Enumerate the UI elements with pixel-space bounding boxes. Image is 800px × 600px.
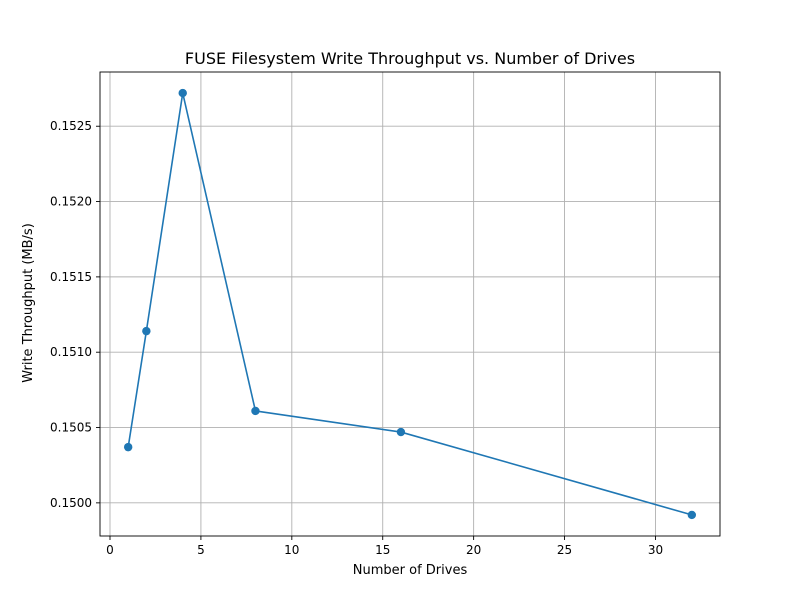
x-tick-label: 10 xyxy=(284,543,299,557)
data-point xyxy=(396,427,406,437)
y-tick-label: 0.1515 xyxy=(50,270,92,284)
x-tick-label: 15 xyxy=(375,543,390,557)
y-axis-label: Write Throughput (MB/s) xyxy=(21,223,36,383)
y-tick-label: 0.1525 xyxy=(50,119,92,133)
series xyxy=(123,88,697,520)
x-tick-label: 0 xyxy=(106,543,114,557)
axes xyxy=(99,71,721,537)
chart-title: FUSE Filesystem Write Throughput vs. Num… xyxy=(185,49,635,68)
data-point xyxy=(178,88,187,98)
data-point xyxy=(142,326,151,336)
y-tick-label: 0.1505 xyxy=(50,421,92,435)
ticks: 0 5 10 15 20 25 30 0.1500 0.1505 0.1510 0.1515 0.15… xyxy=(50,119,663,557)
y-tick-label: 0.1520 xyxy=(50,195,92,209)
data-point xyxy=(687,510,697,520)
x-tick-label: 20 xyxy=(466,543,481,557)
x-tick-label: 30 xyxy=(648,543,663,557)
y-tick-label: 0.1510 xyxy=(50,345,92,359)
plot-frame xyxy=(99,71,721,537)
data-point xyxy=(251,406,260,416)
x-tick-label: 5 xyxy=(197,543,205,557)
data-point xyxy=(123,442,133,452)
y-tick-label: 0.1500 xyxy=(50,496,92,510)
series-line xyxy=(127,92,693,516)
x-axis-label: Number of Drives xyxy=(353,563,468,578)
x-tick-label: 25 xyxy=(557,543,572,557)
grid xyxy=(100,72,720,536)
